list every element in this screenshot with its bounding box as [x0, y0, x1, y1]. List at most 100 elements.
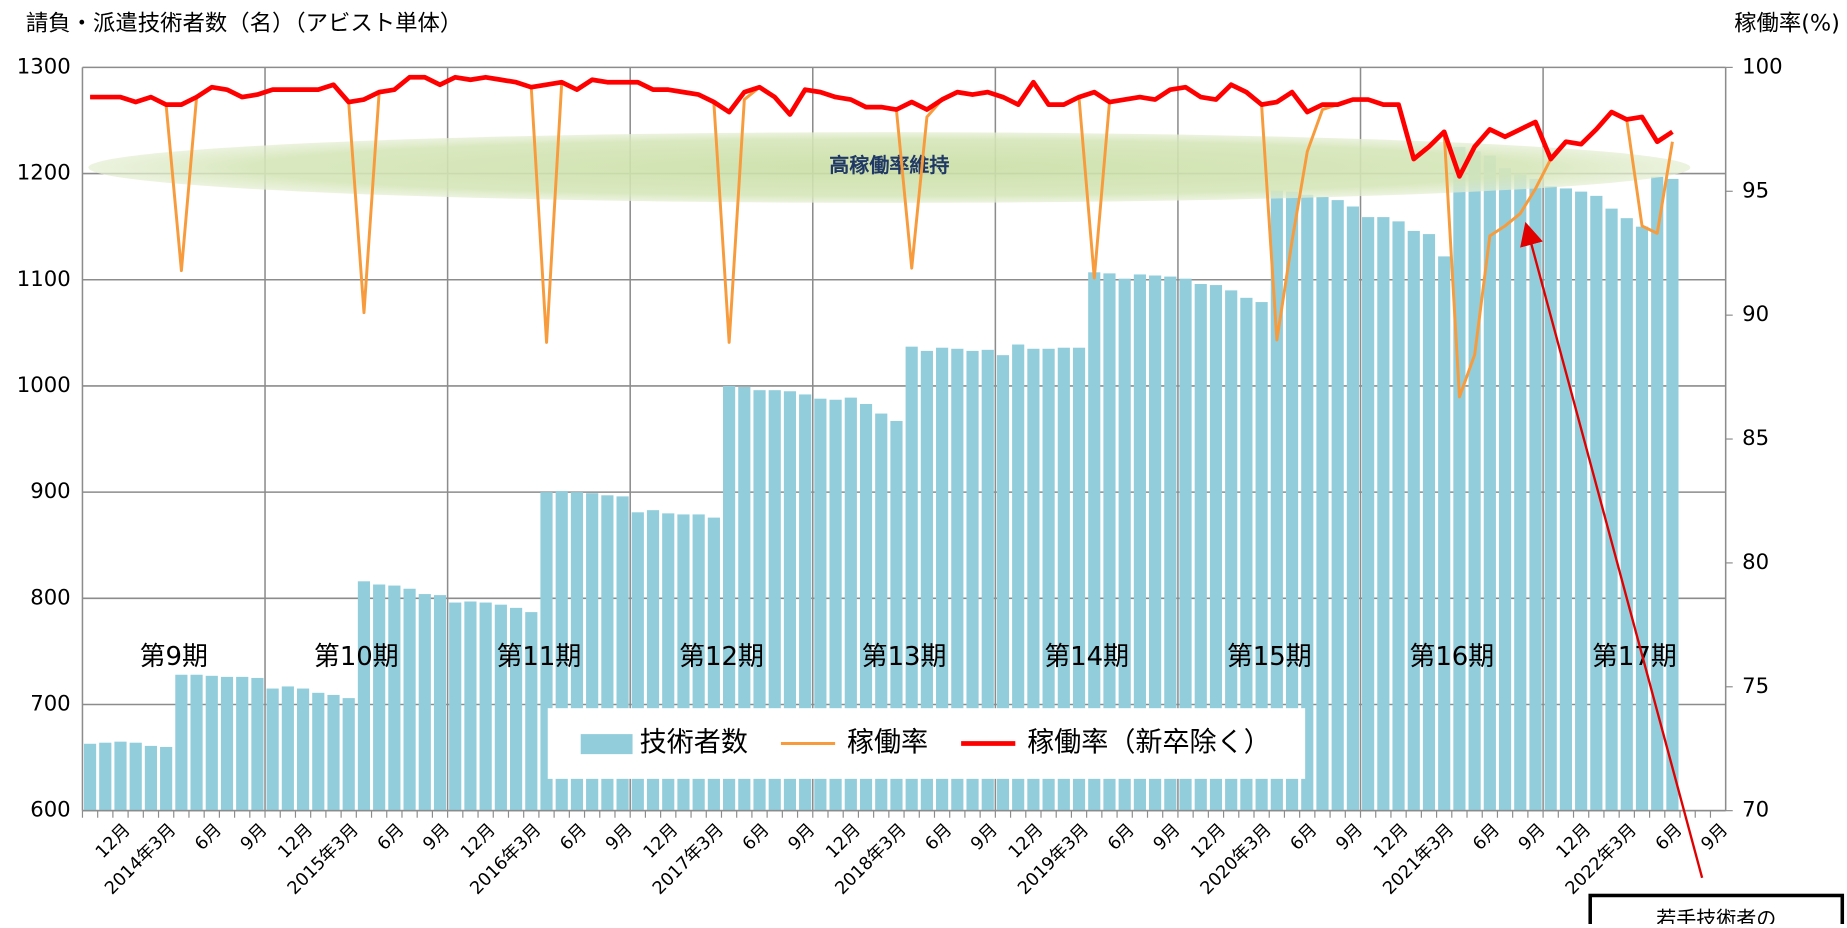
bar — [966, 350, 979, 811]
x-tick-label: 6月 — [557, 820, 592, 855]
bar — [1149, 275, 1162, 811]
bar — [99, 742, 112, 811]
bar — [296, 688, 310, 811]
bar — [83, 743, 97, 811]
bar — [433, 595, 447, 811]
bar — [357, 581, 371, 811]
y-tick-label: 900 — [30, 478, 70, 503]
period-label: 第10期 — [314, 642, 399, 672]
x-tick-label: 12月 — [1005, 820, 1048, 863]
bar — [1301, 194, 1314, 811]
bar — [1133, 274, 1146, 811]
bar — [1118, 278, 1131, 811]
x-tick-label: 6月 — [1287, 820, 1322, 855]
bar — [418, 594, 431, 811]
bar — [403, 588, 416, 811]
bar — [1331, 200, 1344, 811]
bar — [160, 746, 173, 811]
x-tick-label: 12月 — [92, 820, 135, 863]
bar — [1194, 284, 1207, 811]
period-label: 第16期 — [1409, 642, 1494, 672]
bar — [1103, 273, 1116, 811]
bar — [220, 676, 234, 811]
bar — [236, 676, 249, 811]
bar — [951, 348, 964, 811]
bar — [144, 745, 158, 811]
bar — [1407, 230, 1420, 811]
bar — [1483, 155, 1496, 811]
bar — [1438, 256, 1451, 811]
bar — [814, 398, 827, 811]
bar — [1362, 217, 1375, 811]
bar — [1088, 272, 1101, 811]
x-tick-label: 6月 — [374, 820, 409, 855]
bar — [1240, 297, 1253, 811]
bar — [1179, 278, 1192, 811]
y-tick-label: 1100 — [17, 266, 71, 291]
bar — [373, 584, 386, 811]
bar — [1453, 147, 1466, 811]
bar — [1012, 344, 1025, 811]
bar — [1164, 276, 1177, 811]
bar — [1605, 208, 1618, 811]
bar — [1529, 178, 1542, 811]
bar — [1392, 221, 1405, 811]
annotation: 高稼働率維持 — [829, 153, 949, 177]
y2-tick-label: 70 — [1742, 797, 1769, 822]
y-tick-label: 1200 — [17, 160, 71, 185]
bar — [1666, 178, 1679, 811]
bar — [281, 686, 294, 811]
bar — [768, 390, 781, 811]
legend-label: 技術者数 — [640, 727, 748, 758]
y2-tick-label: 85 — [1742, 425, 1769, 450]
y-tick-label: 800 — [30, 584, 70, 609]
bar — [342, 698, 355, 811]
x-tick-label: 9月 — [1515, 820, 1550, 855]
bar — [1270, 190, 1283, 811]
x-tick-label: 9月 — [1332, 820, 1367, 855]
x-tick-label: 9月 — [967, 820, 1002, 855]
y2-axis-title: 稼働率(%) — [1734, 10, 1840, 36]
bar — [1285, 191, 1299, 811]
bar — [753, 390, 766, 811]
bar — [509, 607, 523, 811]
x-tick-label: 9月 — [1698, 820, 1733, 855]
y2-tick-label: 80 — [1742, 549, 1769, 574]
bar — [327, 694, 340, 811]
bar — [1225, 290, 1238, 811]
x-tick-label: 6月 — [191, 820, 226, 855]
bar — [449, 602, 462, 811]
callout-box — [1588, 893, 1845, 928]
bar — [479, 602, 492, 811]
x-tick-label: 9月 — [785, 820, 820, 855]
y-tick-label: 700 — [30, 690, 70, 715]
bar — [464, 601, 477, 811]
period-label: 第11期 — [497, 642, 582, 672]
y2-tick-label: 90 — [1742, 301, 1769, 326]
bar — [1422, 234, 1436, 811]
callout-text: 若手技術者の — [1656, 907, 1776, 924]
bar — [799, 394, 812, 811]
y2-tick-label: 75 — [1742, 673, 1769, 698]
y-tick-label: 600 — [30, 797, 70, 822]
bar — [1559, 188, 1573, 811]
period-label: 第13期 — [862, 642, 947, 672]
bar — [829, 399, 842, 811]
bar — [996, 355, 1010, 811]
x-tick-label: 9月 — [237, 820, 272, 855]
bar — [1027, 348, 1040, 811]
bar — [844, 397, 857, 811]
bar — [312, 692, 325, 811]
bar — [129, 742, 142, 811]
line-series — [90, 75, 1674, 399]
x-tick-label: 6月 — [1652, 820, 1687, 855]
x-tick-label: 12月 — [640, 820, 683, 863]
x-tick-label: 6月 — [922, 820, 957, 855]
period-label: 第15期 — [1227, 642, 1312, 672]
bar — [1042, 348, 1055, 811]
bar — [1057, 347, 1070, 811]
bar — [1316, 196, 1329, 811]
bar — [251, 677, 264, 811]
y-tick-label: 1300 — [17, 53, 71, 78]
